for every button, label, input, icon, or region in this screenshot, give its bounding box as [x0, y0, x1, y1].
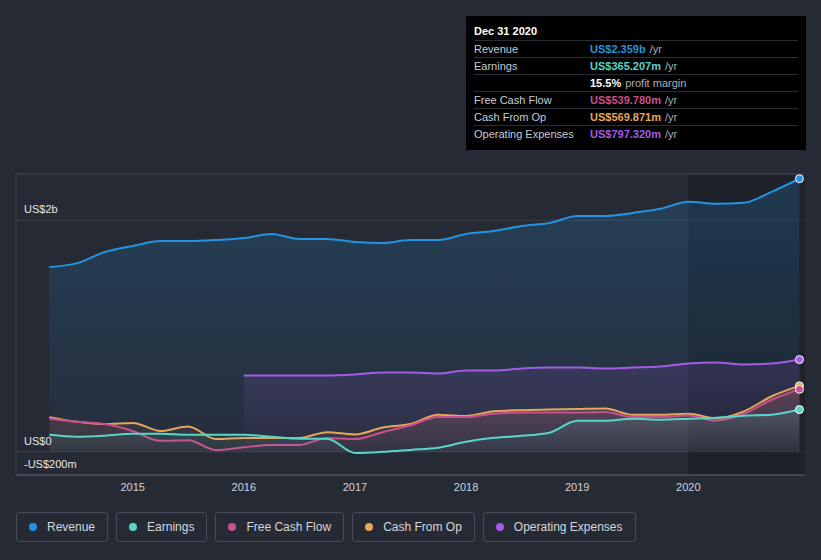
svg-text:2016: 2016 — [232, 481, 256, 493]
html-text:Revenue: Revenue — [474, 43, 518, 55]
html-text:US$539.780m /yr: US$539.780m /yr — [590, 94, 678, 106]
svg-text:US$0: US$0 — [24, 435, 52, 447]
html-text:Earnings: Earnings — [474, 60, 518, 72]
html-text:US$2.359b /yr: US$2.359b /yr — [590, 43, 662, 55]
html-text:Free Cash Flow: Free Cash Flow — [474, 94, 552, 106]
html-text:Operating Expenses: Operating Expenses — [513, 520, 623, 534]
html-text:US$569.871m /yr: US$569.871m /yr — [590, 111, 678, 123]
svg-text:-US$200m: -US$200m — [24, 458, 77, 470]
html-text:US$797.320m /yr: US$797.320m /yr — [590, 128, 678, 140]
html-text:Earnings: Earnings — [147, 520, 195, 534]
html-text:15.5% profit margin: 15.5% profit margin — [590, 77, 687, 89]
svg-text:2015: 2015 — [120, 481, 144, 493]
html-text:Dec 31 2020: Dec 31 2020 — [474, 25, 537, 37]
svg-text:2019: 2019 — [565, 481, 589, 493]
html-text:Operating Expenses: Operating Expenses — [474, 128, 574, 140]
svg-text:2017: 2017 — [343, 481, 367, 493]
html-text:Cash From Op: Cash From Op — [383, 520, 462, 534]
svg-text:2018: 2018 — [454, 481, 478, 493]
svg-text:US$2b: US$2b — [24, 203, 58, 215]
html-text:Cash From Op: Cash From Op — [474, 111, 547, 123]
html-text:US$365.207m /yr: US$365.207m /yr — [590, 60, 678, 72]
svg-text:2020: 2020 — [676, 481, 700, 493]
html-text:Free Cash Flow: Free Cash Flow — [246, 520, 332, 534]
html-text:Revenue: Revenue — [47, 520, 95, 534]
